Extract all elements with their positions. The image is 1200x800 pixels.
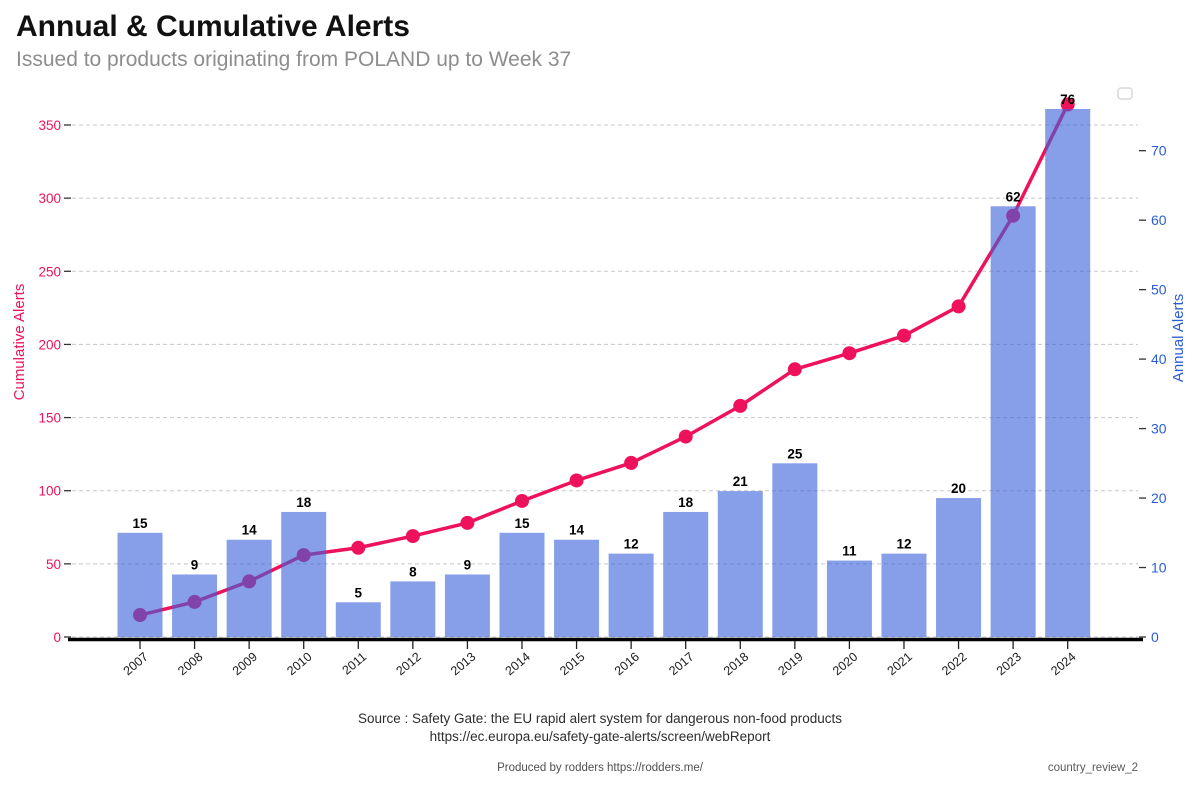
annual-bar [335, 602, 381, 637]
cumulative-line-marker [514, 493, 529, 508]
x-axis-year-label: 2012 [393, 650, 423, 679]
right-axis-tick-label: 50 [1151, 282, 1167, 298]
produced-by-text: Produced by rodders https://rodders.me/ [497, 762, 703, 774]
bar-value-label: 20 [951, 481, 966, 496]
right-axis-tick-label: 30 [1151, 421, 1167, 437]
annual-bar [554, 539, 600, 637]
cumulative-line-marker [896, 328, 911, 343]
chart-subtitle: Issued to products originating from POLA… [16, 48, 572, 71]
cumulative-line-marker [1060, 97, 1075, 112]
annual-bar [936, 498, 982, 637]
right-axis-tick-label: 70 [1151, 143, 1167, 159]
annual-bar [390, 581, 436, 637]
x-axis-year-label: 2021 [885, 650, 915, 679]
bar-value-label: 9 [191, 557, 199, 572]
source-text-line1: Source : Safety Gate: the EU rapid alert… [357, 711, 842, 726]
cumulative-line [139, 103, 1070, 617]
cumulative-line-marker [460, 515, 475, 530]
annual-bar [226, 539, 272, 637]
left-axis-tick-label: 0 [53, 630, 61, 645]
document-tag: country_review_2 [1047, 762, 1138, 774]
legend-box [1117, 87, 1133, 100]
x-axis-year-label: 2008 [175, 650, 205, 679]
cumulative-line-marker [569, 473, 584, 488]
left-axis-tick-label: 200 [38, 337, 61, 352]
annual-bar [990, 206, 1036, 637]
cumulative-line-marker [733, 398, 748, 413]
x-axis-year-label: 2014 [503, 650, 533, 679]
bar-value-label: 76 [1060, 92, 1076, 107]
bar-value-label: 14 [569, 523, 585, 538]
annual-bar [281, 511, 327, 637]
left-axis-tick-label: 150 [38, 411, 61, 426]
bar-value-label: 21 [733, 474, 749, 489]
x-axis-year-label: 2024 [1048, 650, 1078, 679]
x-axis-year-label: 2016 [612, 650, 642, 679]
left-axis-tick-label: 250 [38, 264, 61, 279]
x-axis-year-label: 2013 [448, 650, 478, 679]
left-axis-title: Cumulative Alerts [11, 284, 28, 401]
bar-value-label: 12 [896, 537, 911, 552]
chart-title: Annual & Cumulative Alerts [16, 10, 410, 43]
left-axis-tick-label: 100 [38, 484, 61, 499]
x-axis-year-label: 2017 [666, 650, 696, 679]
x-axis-year-label: 2010 [284, 650, 314, 679]
bar-value-label: 5 [355, 585, 363, 600]
annual-bar [608, 553, 654, 637]
x-axis-year-label: 2011 [340, 650, 370, 678]
x-axis-year-label: 2022 [939, 650, 969, 679]
annual-bar [1045, 109, 1091, 637]
x-axis-year-label: 2009 [230, 650, 260, 679]
source-text-line2: https://ec.europa.eu/safety-gate-alerts/… [429, 729, 771, 744]
annual-bar [717, 491, 763, 637]
annual-bar [772, 463, 818, 637]
annual-bar [499, 532, 545, 637]
bar-value-label: 9 [464, 557, 472, 572]
bar-value-label: 14 [242, 523, 258, 538]
annual-bar [663, 511, 709, 637]
bar-value-label: 18 [678, 495, 694, 510]
bar-value-label: 15 [132, 516, 148, 531]
x-axis-year-label: 2015 [557, 650, 587, 679]
bar-value-label: 12 [624, 537, 639, 552]
x-axis-year-label: 2018 [721, 650, 751, 679]
cumulative-line-marker [351, 540, 366, 555]
bar-value-label: 25 [787, 446, 803, 461]
right-axis-title: Annual Alerts [1170, 294, 1187, 382]
left-axis-tick-label: 300 [38, 191, 61, 206]
left-axis-tick-label: 350 [38, 118, 61, 133]
right-axis-tick-label: 20 [1151, 490, 1167, 506]
right-axis-tick-label: 10 [1151, 560, 1167, 576]
annual-bar [117, 532, 163, 637]
right-axis-tick-label: 0 [1151, 629, 1159, 645]
annual-bar [881, 553, 927, 637]
bar-value-label: 15 [514, 516, 530, 531]
bar-value-label: 62 [1006, 189, 1021, 204]
cumulative-line-marker [951, 299, 966, 314]
cumulative-line-marker [624, 455, 639, 470]
annual-bar [444, 574, 490, 637]
cumulative-line-marker [787, 362, 802, 377]
right-axis-tick-label: 40 [1151, 351, 1167, 367]
bar-value-label: 18 [296, 495, 312, 510]
cumulative-line-marker [678, 429, 693, 444]
x-axis-year-label: 2007 [121, 650, 151, 679]
bar-value-label: 8 [409, 564, 417, 579]
bar-value-label: 11 [842, 544, 857, 559]
left-axis-tick-label: 50 [46, 557, 61, 572]
cumulative-line-marker [405, 529, 420, 544]
cumulative-line-marker [842, 346, 857, 361]
x-axis-year-label: 2023 [994, 650, 1024, 679]
x-axis-year-label: 2019 [775, 650, 805, 679]
right-axis-tick-label: 60 [1151, 212, 1167, 228]
annual-bar [826, 560, 872, 637]
x-axis-year-label: 2020 [830, 650, 860, 679]
annual-bar [172, 574, 218, 637]
